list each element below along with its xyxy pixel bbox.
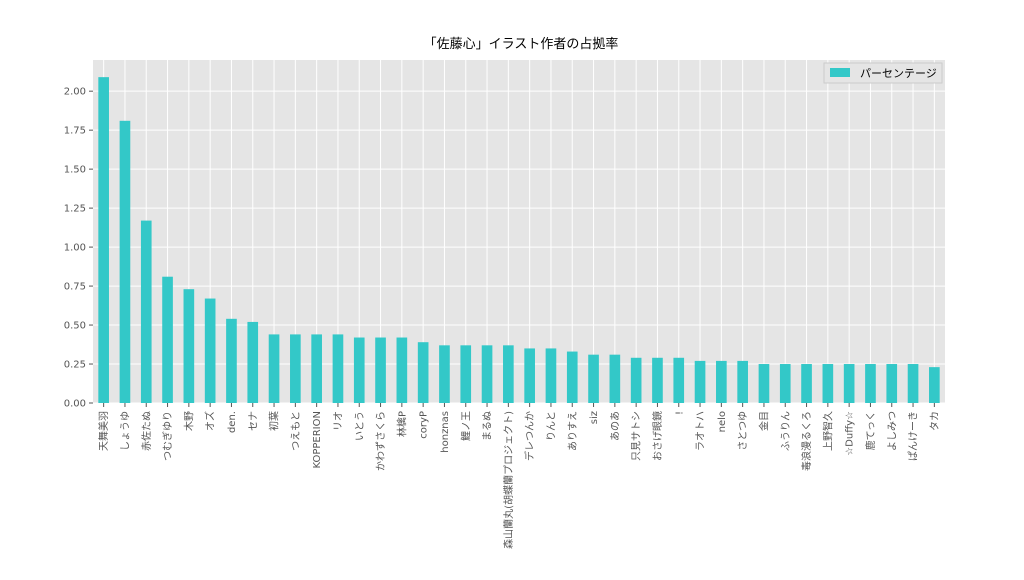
bar	[779, 364, 791, 403]
x-tick-label: 林檎P	[395, 411, 408, 437]
x-tick-label: セナ	[247, 411, 259, 431]
x-tick-label: 鹿てっく	[864, 411, 877, 450]
x-tick-label: つむぎゆり	[161, 411, 174, 461]
y-tick-label: 1.75	[64, 126, 86, 137]
x-tick-label: デレつんか	[523, 411, 536, 461]
bar	[417, 342, 429, 403]
bar	[290, 334, 301, 403]
bar	[609, 354, 621, 403]
legend-swatch	[830, 68, 850, 77]
x-tick-label: よしみつ	[886, 411, 898, 451]
y-tick-label: 0.50	[64, 321, 86, 332]
x-tick-label: リオ	[332, 411, 344, 431]
bar	[588, 354, 599, 403]
x-tick-label: さとつゆ	[737, 411, 749, 451]
bar	[481, 345, 493, 403]
bar	[396, 337, 408, 403]
bar	[716, 360, 727, 403]
x-tick-label: まるぬ	[482, 411, 494, 441]
x-tick-label: !	[674, 411, 685, 415]
x-tick-label: 木野	[183, 411, 195, 431]
x-tick-label: den.	[227, 411, 238, 433]
x-tick-label: 天舞美羽	[97, 411, 110, 451]
x-tick-label: KOPPERION	[312, 411, 323, 469]
bar	[375, 337, 386, 403]
plot-area	[93, 60, 945, 403]
bar	[630, 357, 642, 403]
legend-box	[823, 62, 943, 84]
x-tick-label: あのあ	[609, 411, 621, 441]
x-tick-label: かわずさくら	[375, 411, 387, 471]
legend: パーセンテージ	[823, 62, 943, 84]
x-tick-label: ふうりん	[780, 411, 792, 451]
y-tick-label: 1.25	[64, 204, 86, 215]
bar	[694, 360, 706, 403]
x-tick-label: 初葉	[268, 411, 281, 431]
x-tick-label: りんと	[545, 411, 557, 441]
bar	[737, 360, 748, 403]
y-tick-label: 0.75	[64, 282, 86, 293]
bar	[843, 364, 855, 403]
bar	[226, 318, 237, 403]
bar	[140, 220, 152, 403]
bar	[566, 351, 578, 403]
bar	[162, 276, 173, 403]
y-tick-label: 1.50	[64, 165, 86, 176]
bar	[439, 345, 450, 403]
y-tick-label: 0.00	[64, 399, 86, 410]
bar	[247, 321, 259, 403]
x-tick-label: しょうゆ	[119, 411, 131, 451]
bar	[652, 357, 663, 403]
bar	[119, 120, 131, 404]
x-tick-label: 金目	[757, 411, 770, 431]
bar	[353, 337, 365, 403]
bar	[758, 364, 770, 403]
x-tick-label: 只見サトシ	[631, 411, 643, 461]
x-tick-label: 上野智久	[821, 411, 834, 451]
x-tick-label: おさげ眼鏡	[651, 411, 664, 461]
x-tick-label: ぱんけーき	[908, 411, 920, 461]
x-tick-label: つえもと	[290, 411, 302, 451]
axes: 0.00 0.25 0.50 0.75 1.00 1.25 1.50 1.75 2.00 天舞美羽…	[64, 87, 941, 549]
x-tick-label: ラオトハ	[695, 411, 707, 451]
x-tick-label: オズ	[204, 411, 217, 431]
x-tick-label: 毒浪漫るくろ	[800, 411, 813, 471]
bar	[503, 345, 514, 403]
bar	[268, 334, 280, 403]
y-tick-label: 1.00	[64, 243, 86, 254]
x-tick-label: 赤佐たぬ	[141, 411, 153, 451]
x-tick-label: siz	[589, 411, 600, 424]
x-tick-label: nelo	[717, 411, 728, 432]
bar	[801, 364, 812, 403]
bar	[822, 364, 834, 403]
x-tick-label: honznas	[440, 411, 451, 453]
x-tick-label: いとう	[354, 411, 366, 441]
bar	[673, 357, 685, 403]
bar	[865, 364, 876, 403]
bar	[183, 289, 195, 403]
chart-title: 「佐藤心」イラスト作者の占拠率	[424, 36, 619, 52]
x-tick-label: coryP	[419, 411, 430, 439]
x-tick-label: ありすえ	[567, 411, 579, 451]
bar	[311, 334, 322, 403]
legend-label: パーセンテージ	[860, 67, 937, 80]
y-tick-label: 2.00	[64, 87, 86, 98]
bar	[460, 345, 472, 403]
bar	[929, 367, 940, 403]
x-tick-label: タカ	[929, 411, 941, 431]
bar	[545, 348, 557, 403]
bar	[907, 364, 919, 403]
x-tick-label: ☆Duffy☆	[845, 411, 856, 456]
x-tick-label: 森山蘭丸(胡蝶蘭プロジェクト)	[502, 411, 515, 549]
x-tick-label: 鯉ノ王	[459, 411, 472, 441]
y-tick-label: 0.25	[64, 360, 86, 371]
bar	[332, 334, 344, 403]
bar	[98, 77, 109, 404]
bar	[204, 298, 216, 403]
bar	[524, 348, 535, 403]
bar	[886, 364, 898, 403]
bars	[98, 77, 940, 404]
